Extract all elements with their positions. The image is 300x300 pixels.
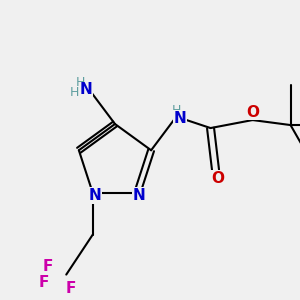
Text: H: H: [69, 86, 79, 100]
Text: O: O: [211, 171, 224, 186]
Text: F: F: [66, 281, 76, 296]
Text: N: N: [80, 82, 92, 98]
Text: O: O: [246, 105, 259, 120]
Text: N: N: [133, 188, 146, 203]
Text: F: F: [39, 275, 50, 290]
Text: F: F: [43, 259, 53, 274]
Text: N: N: [174, 111, 187, 126]
Text: H: H: [75, 76, 85, 89]
Text: N: N: [88, 188, 101, 203]
Text: H: H: [172, 104, 181, 117]
